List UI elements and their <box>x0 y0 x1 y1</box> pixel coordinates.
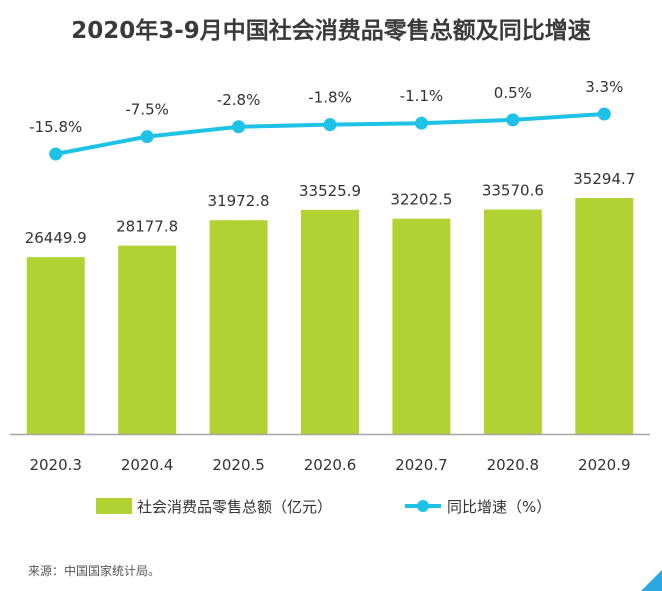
growth-point-2020.8 <box>506 113 520 127</box>
x-tick-label: 2020.7 <box>395 456 448 474</box>
growth-point-2020.6 <box>323 118 337 132</box>
legend-bar-label: 社会消费品零售总额（亿元） <box>137 498 332 516</box>
legend: 社会消费品零售总额（亿元） 同比增速（%） <box>96 498 551 516</box>
growth-value-label: 0.5% <box>494 84 532 102</box>
bar-2020.3 <box>26 257 85 434</box>
bar-value-label: 35294.7 <box>573 170 635 188</box>
x-tick-label: 2020.8 <box>487 456 540 474</box>
x-tick-label: 2020.6 <box>304 456 357 474</box>
bar-value-label: 26449.9 <box>25 229 87 247</box>
bar-data-labels: 26449.9 28177.8 31972.8 33525.9 32202.5 33570… <box>25 170 636 247</box>
growth-value-label: -7.5% <box>125 101 169 119</box>
bar-value-label: 33525.9 <box>299 182 361 200</box>
bar-2020.5 <box>209 220 268 434</box>
x-axis-tick-labels: 2020.3 2020.4 2020.5 2020.6 2020.7 2020.8 2020… <box>29 456 630 474</box>
growth-value-label: -1.1% <box>400 87 444 105</box>
growth-rate-labels: -15.8% -7.5% -2.8% -1.8% -1.1% 0.5% 3.3% <box>29 78 623 136</box>
bar-2020.6 <box>301 209 359 434</box>
growth-point-2020.7 <box>414 116 428 130</box>
x-tick-label: 2020.9 <box>578 456 631 474</box>
growth-value-label: -2.8% <box>217 91 261 109</box>
growth-rate-points <box>49 107 611 161</box>
legend-line-marker <box>417 500 429 512</box>
growth-value-label: -1.8% <box>308 89 352 107</box>
source-note: 来源：中国国家统计局。 <box>28 563 160 578</box>
growth-point-2020.5 <box>232 120 246 134</box>
bar-value-label: 32202.5 <box>390 191 452 209</box>
x-tick-label: 2020.3 <box>29 456 82 474</box>
bar-value-label: 28177.8 <box>116 218 178 236</box>
bar-2020.9 <box>575 198 634 434</box>
bar-series <box>26 198 634 434</box>
bar-2020.4 <box>118 245 177 434</box>
x-tick-label: 2020.5 <box>212 456 265 474</box>
growth-point-2020.3 <box>49 147 63 161</box>
legend-line-label: 同比增速（%） <box>447 498 551 516</box>
bar-2020.7 <box>392 218 451 434</box>
growth-point-2020.4 <box>140 130 154 144</box>
corner-decoration <box>641 570 662 591</box>
chart-title: 2020年3-9月中国社会消费品零售总额及同比增速 <box>71 17 591 44</box>
growth-value-label: -15.8% <box>29 118 82 136</box>
growth-value-label: 3.3% <box>585 78 623 96</box>
bar-value-label: 31972.8 <box>208 192 270 210</box>
growth-point-2020.9 <box>597 107 611 121</box>
x-tick-label: 2020.4 <box>121 456 174 474</box>
bar-value-label: 33570.6 <box>482 182 544 200</box>
bar-2020.8 <box>483 209 542 434</box>
legend-bar-swatch <box>96 498 132 514</box>
